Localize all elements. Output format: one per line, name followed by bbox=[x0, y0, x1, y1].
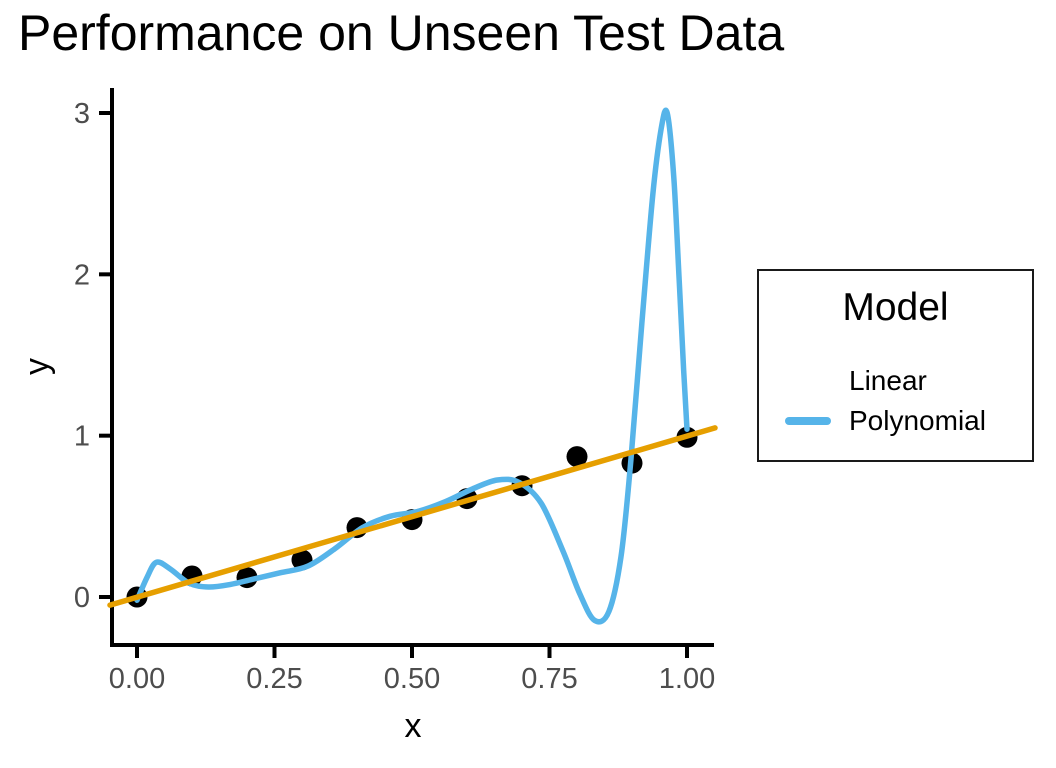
legend: Model Linear Polynomial bbox=[757, 269, 1034, 462]
chart-title: Performance on Unseen Test Data bbox=[18, 5, 785, 61]
legend-label-linear: Linear bbox=[849, 365, 927, 396]
x-tick-label: 0.75 bbox=[521, 663, 577, 695]
y-tick-label: 0 bbox=[74, 582, 90, 614]
legend-entry-linear: Linear bbox=[759, 361, 1032, 401]
y-tick-label: 2 bbox=[74, 259, 90, 291]
legend-label-polynomial: Polynomial bbox=[849, 405, 986, 436]
y-axis-title: y bbox=[18, 358, 56, 375]
linear-curve bbox=[107, 425, 718, 608]
x-tick-label: 0.50 bbox=[384, 663, 440, 695]
x-axis-title: x bbox=[405, 707, 422, 745]
y-tick-label: 1 bbox=[74, 421, 90, 453]
legend-title: Model bbox=[842, 286, 949, 329]
linear-key bbox=[785, 377, 831, 385]
x-tick-label: 0.25 bbox=[246, 663, 302, 695]
x-tick-label: 1.00 bbox=[659, 663, 715, 695]
polynomial-curve bbox=[134, 107, 690, 625]
y-tick-label: 3 bbox=[74, 98, 90, 130]
polynomial-key-line bbox=[785, 417, 831, 425]
legend-entry-polynomial: Polynomial bbox=[759, 401, 1032, 441]
data-point bbox=[566, 446, 588, 468]
x-tick-label: 0.00 bbox=[109, 663, 165, 695]
